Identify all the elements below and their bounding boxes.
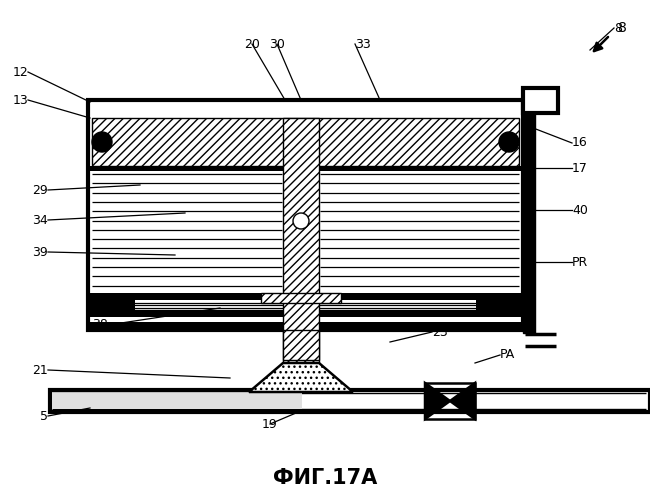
Bar	[90, 298, 135, 310]
Text: 40: 40	[572, 204, 588, 216]
Bar	[283, 118, 319, 370]
Text: 30: 30	[269, 38, 285, 51]
Bar	[523, 88, 558, 113]
Text: 5: 5	[40, 410, 48, 422]
Text: 39: 39	[32, 246, 48, 258]
Circle shape	[92, 132, 112, 152]
Bar	[523, 113, 535, 333]
Text: 16: 16	[572, 136, 588, 149]
Text: PR: PR	[572, 256, 588, 268]
Bar	[425, 383, 475, 419]
Text: 29: 29	[32, 184, 48, 196]
Text: 12: 12	[12, 66, 28, 78]
Text: 21: 21	[32, 364, 48, 376]
Bar	[90, 322, 521, 330]
Bar	[476, 298, 521, 310]
Text: ФИГ.17А: ФИГ.17А	[273, 468, 377, 488]
Text: 19: 19	[262, 418, 278, 430]
Text: 34: 34	[32, 214, 48, 226]
Text: 8: 8	[618, 21, 627, 35]
Bar	[50, 390, 650, 412]
Bar	[88, 100, 523, 330]
Text: 38: 38	[92, 318, 108, 332]
Text: 33: 33	[355, 38, 370, 51]
Text: PA: PA	[500, 348, 515, 362]
Circle shape	[293, 213, 309, 229]
Bar	[52, 393, 302, 409]
Polygon shape	[450, 383, 475, 419]
Bar	[90, 310, 521, 317]
Text: 20: 20	[244, 38, 260, 51]
Bar	[261, 293, 341, 303]
Text: 23: 23	[432, 326, 448, 338]
Bar	[92, 118, 519, 166]
Text: 17: 17	[572, 162, 588, 174]
Polygon shape	[425, 383, 450, 419]
Bar	[90, 166, 521, 171]
Circle shape	[499, 132, 519, 152]
Bar	[283, 330, 319, 360]
Text: 8: 8	[614, 22, 622, 35]
Text: 13: 13	[12, 94, 28, 106]
Bar	[90, 293, 521, 300]
Polygon shape	[249, 363, 353, 392]
